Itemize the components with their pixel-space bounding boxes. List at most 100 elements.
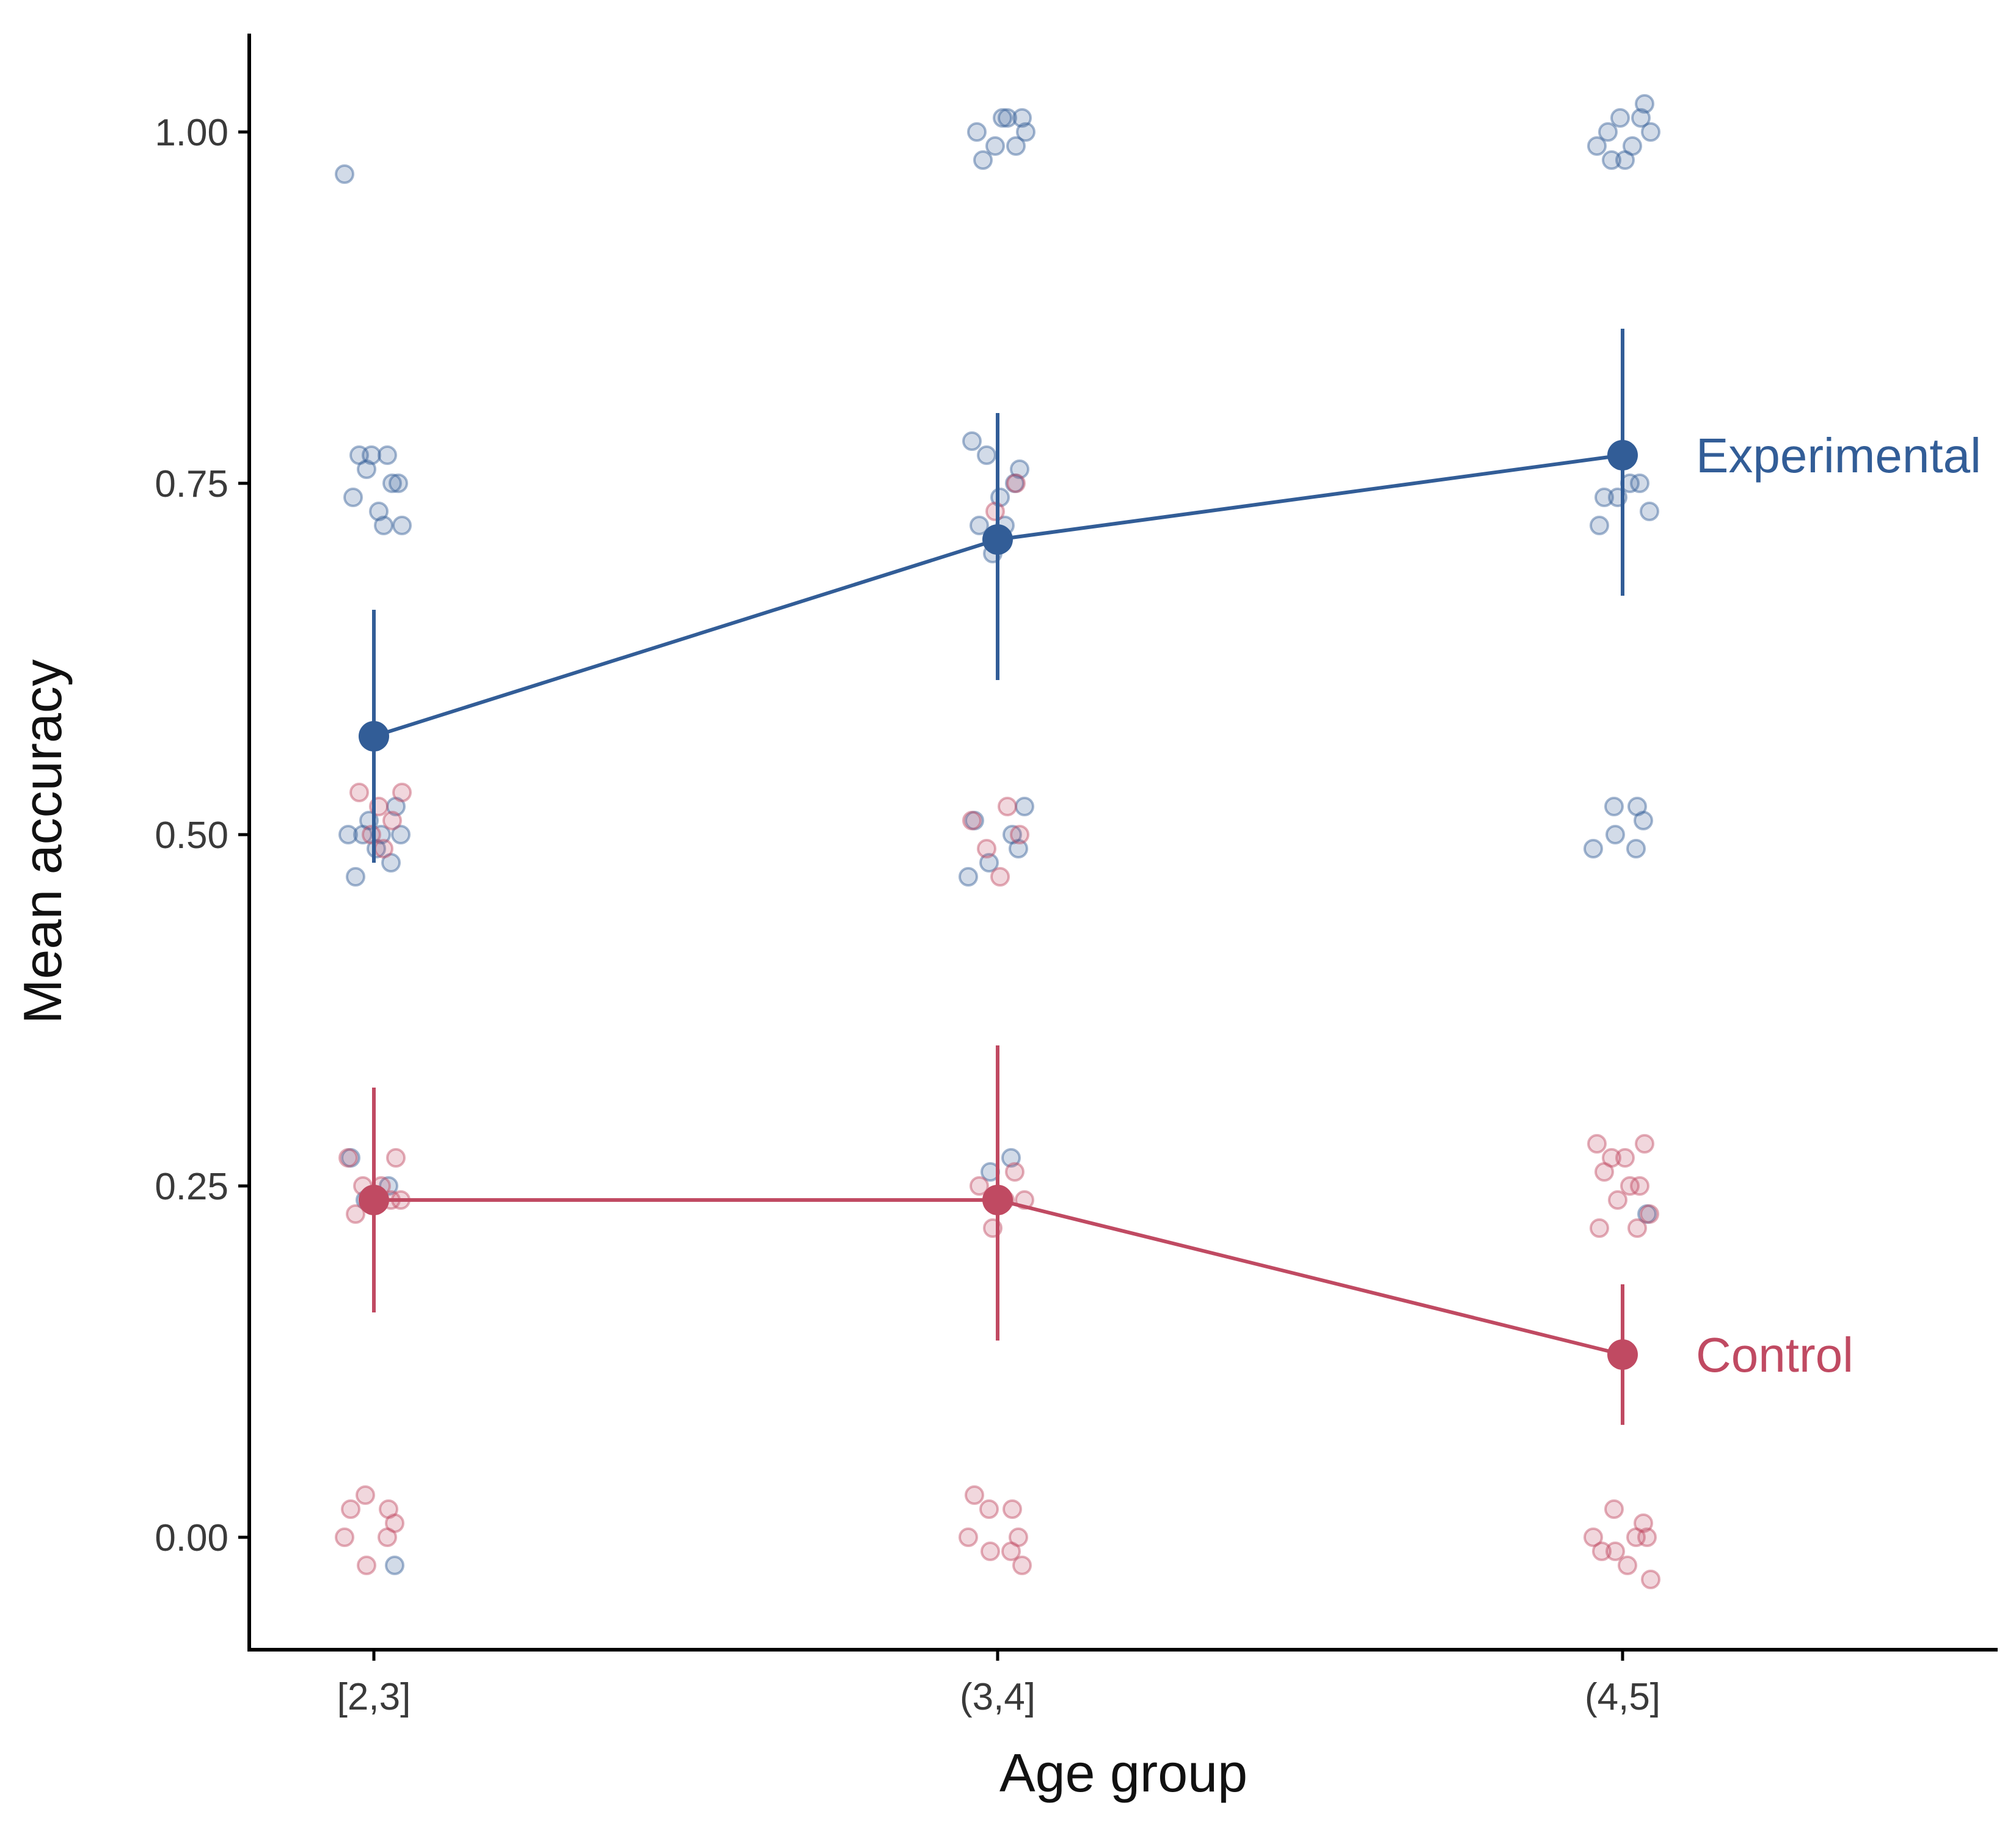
jitter-point: [1630, 474, 1649, 493]
jitter-point: [965, 811, 984, 830]
jitter-point: [338, 825, 358, 844]
mean-point: [1607, 1339, 1638, 1370]
jitter-point: [1635, 94, 1654, 114]
mean-point: [359, 1185, 389, 1215]
jitter-point: [1605, 1542, 1625, 1561]
jitter-point: [1016, 122, 1035, 142]
jitter-point: [1634, 1513, 1653, 1533]
jitter-point: [356, 1485, 375, 1505]
jitter-point: [973, 150, 993, 170]
y-tick-label: 1.00: [155, 112, 228, 154]
jitter-point: [1015, 797, 1034, 816]
jitter-point: [970, 516, 989, 535]
jitter-point: [1598, 122, 1618, 142]
jitter-point: [1626, 839, 1646, 858]
jitter-point: [362, 825, 381, 844]
jitter-point: [362, 445, 381, 465]
jitter-point: [1005, 474, 1024, 493]
x-tick-label: (3,4]: [960, 1676, 1035, 1718]
jitter-point: [998, 108, 1017, 128]
jitter-point: [379, 1499, 398, 1519]
jitter-point: [985, 502, 1005, 521]
jitter-point: [1610, 108, 1630, 128]
jitter-point: [1637, 1204, 1657, 1224]
y-tick-label: 0.75: [155, 463, 228, 505]
jitter-point: [1627, 1218, 1647, 1238]
jitter-point: [1640, 1204, 1659, 1224]
jitter-point: [386, 1148, 406, 1168]
jitter-point: [985, 136, 1005, 156]
jitter-point: [1003, 825, 1022, 844]
jitter-point: [349, 445, 369, 465]
y-tick-label: 0.25: [155, 1166, 228, 1208]
jitter-point: [369, 502, 389, 521]
jitter-point: [386, 797, 406, 816]
series-label: Experimental: [1696, 428, 1981, 483]
jitter-point: [1602, 150, 1621, 170]
jitter-point: [1003, 1499, 1022, 1519]
jitter-point: [389, 474, 408, 493]
jitter-point: [1001, 1148, 1021, 1168]
jitter-point: [1608, 1190, 1627, 1210]
jitter-point: [1627, 797, 1647, 816]
jitter-point: [965, 1485, 984, 1505]
y-axis-title: Mean accuracy: [12, 659, 73, 1024]
mean-point: [982, 524, 1013, 555]
jitter-point: [1592, 1542, 1612, 1561]
jitter-point: [962, 811, 982, 830]
jitter-point: [382, 811, 402, 830]
jitter-point: [338, 1148, 358, 1168]
jitter-point: [381, 853, 401, 873]
jitter-point: [962, 431, 982, 451]
axes: [247, 34, 1998, 1652]
jitter-point: [335, 164, 354, 184]
jitter-point: [1587, 1134, 1607, 1154]
jitter-point: [341, 1148, 360, 1168]
jitter-point: [357, 459, 376, 479]
jitter-point: [1641, 122, 1660, 142]
jitter-point: [1009, 1528, 1028, 1547]
jitter-point: [1583, 1528, 1603, 1547]
jitter-point: [1005, 1162, 1024, 1182]
jitter-point: [1637, 1528, 1657, 1547]
jitter-point: [392, 783, 412, 802]
mean-point: [1607, 440, 1638, 470]
jitter-point: [378, 1528, 397, 1547]
jitter-point: [385, 1513, 404, 1533]
jitter-point: [977, 839, 996, 858]
series-label: Control: [1696, 1328, 1853, 1382]
jitter-point: [1615, 150, 1635, 170]
jitter-point: [385, 1556, 404, 1575]
jitter-point: [1604, 1499, 1624, 1519]
jitter-point: [1010, 825, 1029, 844]
jitter-point: [967, 122, 987, 142]
jitter-point: [1618, 1556, 1637, 1575]
jitter-point: [357, 1556, 376, 1575]
jitter-point: [993, 108, 1012, 128]
jitter-point: [1641, 1570, 1660, 1589]
jitter-point: [1631, 108, 1651, 128]
jitter-point: [970, 1176, 989, 1196]
jitter-point: [981, 1542, 1000, 1561]
x-tick-label: (4,5]: [1585, 1676, 1660, 1718]
series-lines: [359, 329, 1638, 1425]
jitter-point: [1626, 1528, 1646, 1547]
jitter-point: [979, 853, 999, 873]
jitter-point: [346, 867, 365, 887]
jitter-point: [979, 1499, 999, 1519]
x-tick-label: [2,3]: [337, 1676, 411, 1718]
y-tick-label: 0.00: [155, 1517, 228, 1559]
jitter-point: [1012, 1556, 1032, 1575]
jitter-point: [1010, 459, 1029, 479]
jitter-point: [959, 1528, 978, 1547]
jitter-point: [1602, 1148, 1621, 1168]
jitter-point: [1006, 474, 1026, 493]
jitter-point: [374, 839, 393, 858]
jitter-point: [335, 1528, 354, 1547]
jitter-point: [998, 797, 1017, 816]
jitter-point: [977, 445, 996, 465]
jitter-point: [1623, 136, 1642, 156]
jitter-point: [990, 867, 1010, 887]
jitter-point: [1594, 1162, 1614, 1182]
series-labels: Experimental Control: [1696, 428, 1981, 1382]
